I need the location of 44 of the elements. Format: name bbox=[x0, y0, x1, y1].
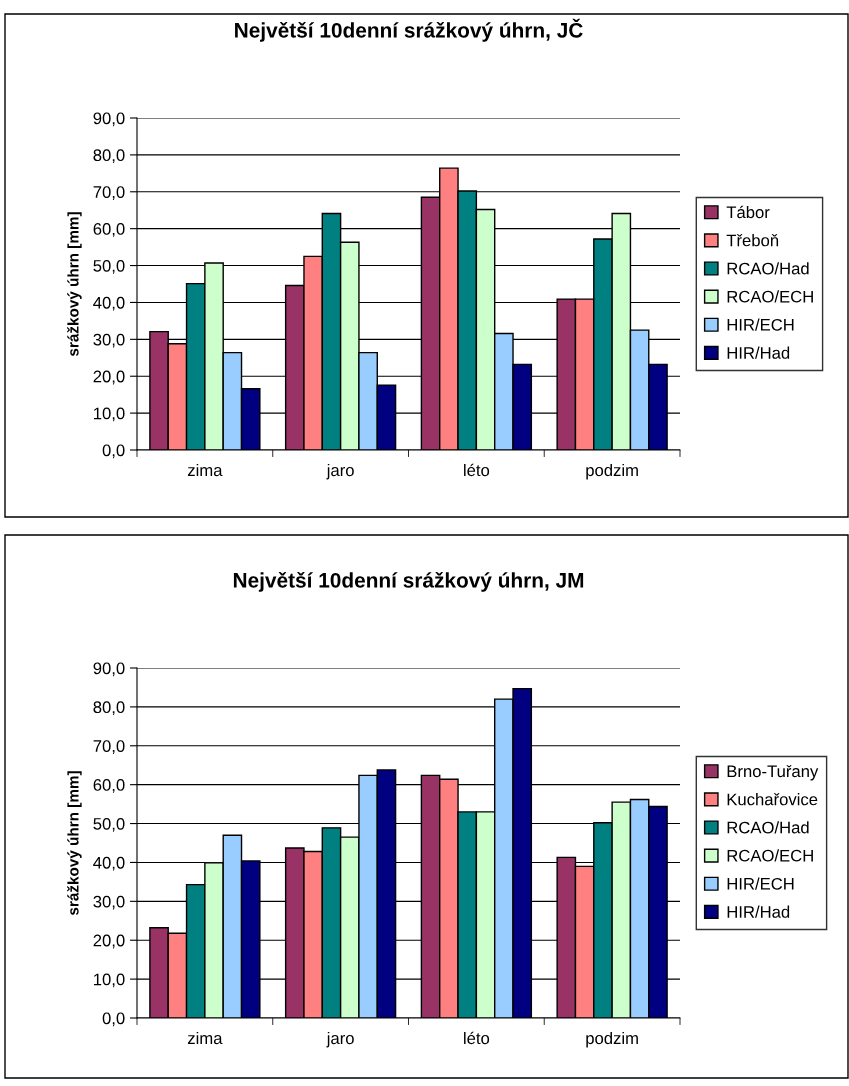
y-tick-label: 20,0 bbox=[93, 370, 125, 385]
legend-label: Brno-Tuřany bbox=[727, 764, 819, 781]
x-tick-label: jaro bbox=[326, 1031, 354, 1048]
y-tick-label: 10,0 bbox=[94, 407, 125, 422]
legend-label: RCAO/ECH bbox=[727, 290, 813, 303]
legend-label: HIR/Had bbox=[727, 346, 790, 359]
legend-label: RCAO/Had bbox=[727, 262, 809, 275]
x-tick-label: léto bbox=[464, 463, 490, 477]
y-tick-label: 70,0 bbox=[93, 186, 125, 200]
y-tick-label: 90,0 bbox=[93, 662, 125, 677]
y-tick-label: 50,0 bbox=[93, 259, 125, 274]
legend-label: Kuchařovice bbox=[727, 793, 818, 806]
y-tick-label: 10,0 bbox=[94, 973, 125, 988]
x-tick-label: zima bbox=[187, 463, 223, 477]
y-tick-label: 40,0 bbox=[93, 856, 125, 871]
y-axis-title: srážkový úhrn [mm] bbox=[67, 771, 82, 916]
y-tick-label: 30,0 bbox=[93, 895, 125, 910]
y-tick-label: 70,0 bbox=[93, 740, 125, 754]
legend-label: RCAO/ECH bbox=[727, 849, 813, 862]
y-tick-label: 90,0 bbox=[93, 112, 125, 127]
legend-label: Tábor bbox=[726, 205, 770, 219]
x-tick-label: léto bbox=[464, 1031, 490, 1045]
y-axis-title: srážkový úhrn [mm] bbox=[67, 212, 82, 357]
y-tick-label: 40,0 bbox=[93, 296, 125, 311]
y-tick-label: 20,0 bbox=[93, 934, 125, 949]
x-tick-label: jaro bbox=[326, 463, 354, 480]
x-tick-label: podzim bbox=[586, 463, 638, 480]
y-tick-label: 60,0 bbox=[93, 223, 125, 237]
y-tick-label: 30,0 bbox=[93, 333, 125, 348]
x-tick-label: podzim bbox=[586, 1031, 638, 1048]
y-tick-label: 0,0 bbox=[102, 444, 125, 459]
chart-title: Největší 10denní srážkový úhrn, JM bbox=[233, 571, 584, 592]
x-tick-label: zima bbox=[187, 1031, 223, 1045]
y-tick-label: 80,0 bbox=[93, 701, 125, 716]
legend-label: RCAO/Had bbox=[727, 821, 809, 834]
y-tick-label: 50,0 bbox=[93, 817, 125, 832]
legend-label: HIR/ECH bbox=[727, 877, 794, 890]
legend-label: HIR/ECH bbox=[727, 318, 794, 331]
legend-label: HIR/Had bbox=[727, 905, 790, 918]
chart-title: Největší 10denní srážkový úhrn, JČ bbox=[235, 18, 583, 42]
y-tick-label: 0,0 bbox=[102, 1012, 125, 1027]
y-tick-label: 80,0 bbox=[93, 149, 125, 164]
legend-label: Třeboň bbox=[726, 234, 779, 247]
y-tick-label: 60,0 bbox=[93, 779, 125, 793]
